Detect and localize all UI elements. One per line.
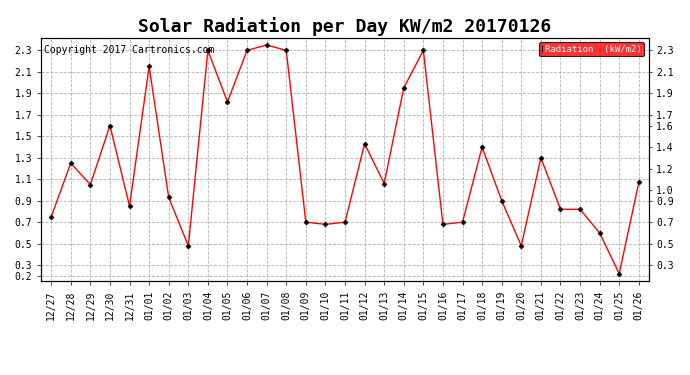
Legend: Radiation  (kW/m2): Radiation (kW/m2) — [539, 42, 644, 56]
Title: Solar Radiation per Day KW/m2 20170126: Solar Radiation per Day KW/m2 20170126 — [139, 17, 551, 36]
Text: Copyright 2017 Cartronics.com: Copyright 2017 Cartronics.com — [44, 45, 215, 55]
